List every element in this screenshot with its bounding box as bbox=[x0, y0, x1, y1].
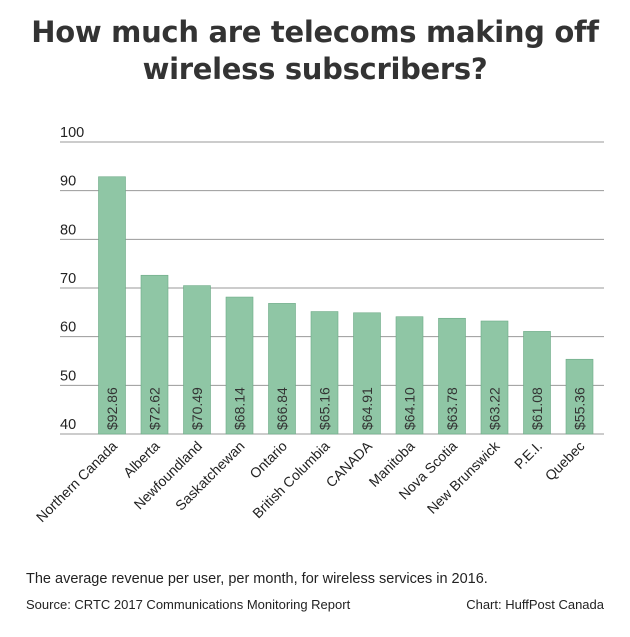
bar-value-label: $64.91 bbox=[359, 387, 375, 430]
x-tick-label: Quebec bbox=[542, 438, 588, 484]
chart-caption: The average revenue per user, per month,… bbox=[26, 571, 488, 587]
bar-value-label: $64.10 bbox=[402, 387, 418, 430]
bar bbox=[225, 296, 254, 435]
bar bbox=[565, 358, 594, 435]
y-tick-label: 60 bbox=[60, 320, 76, 336]
bar bbox=[98, 176, 126, 435]
bar bbox=[353, 312, 381, 435]
y-tick-label: 70 bbox=[60, 271, 76, 287]
bar-value-label: $72.62 bbox=[147, 387, 163, 430]
bar bbox=[480, 320, 509, 435]
bar bbox=[310, 311, 339, 435]
x-tick-label: CANADA bbox=[323, 437, 376, 490]
x-tick-label: P.E.I. bbox=[511, 438, 545, 472]
bar bbox=[395, 316, 424, 435]
x-tick-label: Northern Canada bbox=[33, 438, 120, 525]
bar-value-label: $63.78 bbox=[444, 387, 460, 430]
bar-value-label: $61.08 bbox=[529, 387, 545, 430]
x-tick-label: New Brunswick bbox=[424, 437, 504, 517]
bar-value-label: $65.16 bbox=[317, 387, 333, 430]
chart-source: Source: CRTC 2017 Communications Monitor… bbox=[26, 597, 351, 612]
x-tick-label: British Columbia bbox=[249, 438, 333, 522]
chart-credit: Chart: HuffPost Canada bbox=[466, 597, 604, 612]
bar bbox=[523, 331, 551, 435]
y-tick-label: 80 bbox=[60, 222, 76, 238]
bar bbox=[268, 303, 296, 435]
bar bbox=[140, 274, 169, 435]
chart-title-line-1: How much are telecoms making off bbox=[31, 15, 599, 49]
y-tick-label: 40 bbox=[60, 417, 76, 433]
bar-chart: 40 50 60 70 80 90 100 $92.86 Northern Canada $72.… bbox=[33, 125, 604, 525]
bar-value-label: $70.49 bbox=[189, 387, 205, 430]
bar-value-label: $66.84 bbox=[274, 387, 290, 430]
bar bbox=[438, 317, 466, 435]
chart-title-line-2: wireless subscribers? bbox=[142, 52, 488, 86]
y-tick-label: 90 bbox=[60, 174, 76, 190]
bar bbox=[183, 285, 211, 435]
bar-value-label: $63.22 bbox=[487, 387, 503, 430]
y-tick-label: 100 bbox=[60, 125, 84, 141]
y-tick-label: 50 bbox=[60, 368, 76, 384]
bar-value-label: $55.36 bbox=[572, 387, 588, 430]
bar-value-label: $68.14 bbox=[232, 387, 248, 430]
chart-title: How much are telecoms making off wireles… bbox=[0, 14, 630, 88]
bar-value-label: $92.86 bbox=[104, 387, 120, 430]
